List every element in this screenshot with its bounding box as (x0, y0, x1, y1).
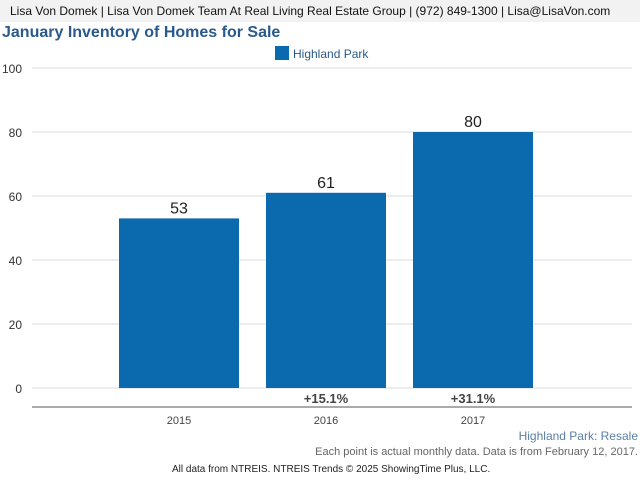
x-axis-ticks: 2015 2016 2017 (167, 415, 485, 427)
bar-2016 (266, 192, 386, 388)
y-tick-label: 80 (9, 126, 23, 140)
change-label: +15.1% (304, 391, 349, 406)
change-labels: +15.1% +31.1% (304, 391, 496, 406)
y-tick-label: 40 (9, 254, 23, 268)
legend-label: Highland Park (293, 47, 369, 61)
value-label: 61 (317, 175, 335, 192)
bars (119, 132, 533, 388)
value-label: 53 (170, 200, 188, 217)
bar-2015 (119, 218, 239, 388)
x-tick-label: 2016 (314, 415, 338, 427)
x-tick-label: 2015 (167, 415, 191, 427)
data-source: All data from NTREIS. NTREIS Trends © 20… (172, 464, 491, 475)
header-bar: Lisa Von Domek | Lisa Von Domek Team At … (0, 0, 640, 22)
legend: Highland Park (275, 46, 369, 61)
bar-2017 (413, 132, 533, 388)
header-text: Lisa Von Domek | Lisa Von Domek Team At … (10, 4, 611, 18)
y-tick-label: 60 (9, 190, 23, 204)
y-tick-label: 100 (2, 62, 22, 76)
y-tick-label: 20 (9, 318, 23, 332)
chart-subtitle: Highland Park: Resale (518, 429, 638, 443)
change-label: +31.1% (451, 391, 496, 406)
chart-title: January Inventory of Homes for Sale (2, 24, 281, 41)
y-axis-ticks: 0 20 40 60 80 100 (2, 62, 22, 396)
y-tick-label: 0 (15, 382, 22, 396)
data-note: Each point is actual monthly data. Data … (315, 446, 638, 458)
x-tick-label: 2017 (461, 415, 485, 427)
value-labels: 53 61 80 (170, 114, 482, 217)
value-label: 80 (464, 114, 482, 131)
legend-swatch (275, 46, 289, 60)
